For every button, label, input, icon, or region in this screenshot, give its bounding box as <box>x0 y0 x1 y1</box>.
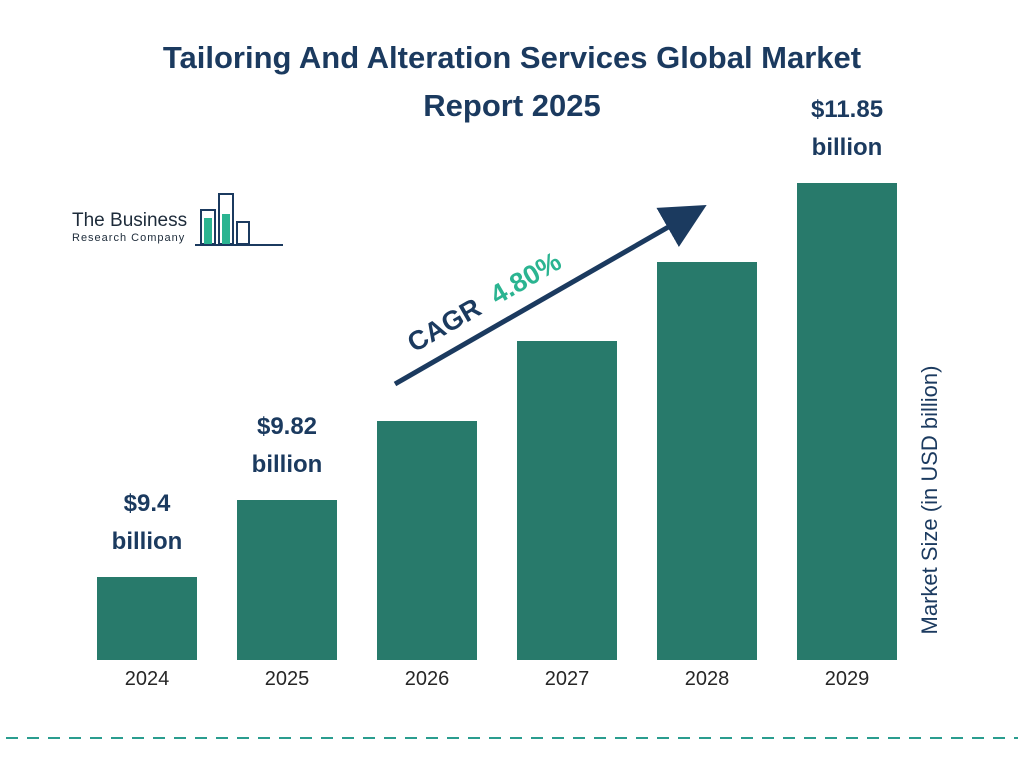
x-axis-label-2028: 2028 <box>684 668 730 690</box>
bottom-dashed-divider <box>6 737 1018 739</box>
bar-2026 <box>377 421 477 660</box>
logo-bars-icon <box>195 193 284 246</box>
x-axis-label-2024: 2024 <box>124 668 170 690</box>
value-label-2024-amount: $9.4 <box>123 490 171 517</box>
cagr-trend-arrow-icon <box>393 205 707 387</box>
x-axis-label-2029: 2029 <box>824 668 870 690</box>
company-name-line1: The Business <box>72 210 188 232</box>
value-label-2025-unit: billion <box>251 451 323 478</box>
page-title: Tailoring And Alteration Services Global… <box>162 40 862 124</box>
x-axis-label-2027: 2027 <box>544 668 590 690</box>
company-logo-text: The Business Research Company <box>72 210 188 250</box>
value-label-2025: $9.82 billion <box>207 408 367 484</box>
value-label-2024-unit: billion <box>111 528 183 555</box>
value-label-2029-amount: $11.85 <box>810 96 884 123</box>
bar-2024 <box>97 577 197 660</box>
bar-2029 <box>797 183 897 660</box>
company-name-line2: Research Company <box>72 231 186 244</box>
value-label-2024: $9.4 billion <box>67 485 227 561</box>
value-label-2029-unit: billion <box>811 134 883 161</box>
bar-2025 <box>237 500 337 660</box>
x-axis-label-2026: 2026 <box>404 668 450 690</box>
bar-2028 <box>657 262 757 660</box>
y-axis-title: Market Size (in USD billion) <box>917 365 942 635</box>
value-label-2025-amount: $9.82 <box>256 413 318 440</box>
value-label-2029: $11.85 billion <box>767 91 927 167</box>
bar-2027 <box>517 341 617 660</box>
x-axis-label-2025: 2025 <box>264 668 310 690</box>
company-logo: The Business Research Company <box>72 188 285 250</box>
